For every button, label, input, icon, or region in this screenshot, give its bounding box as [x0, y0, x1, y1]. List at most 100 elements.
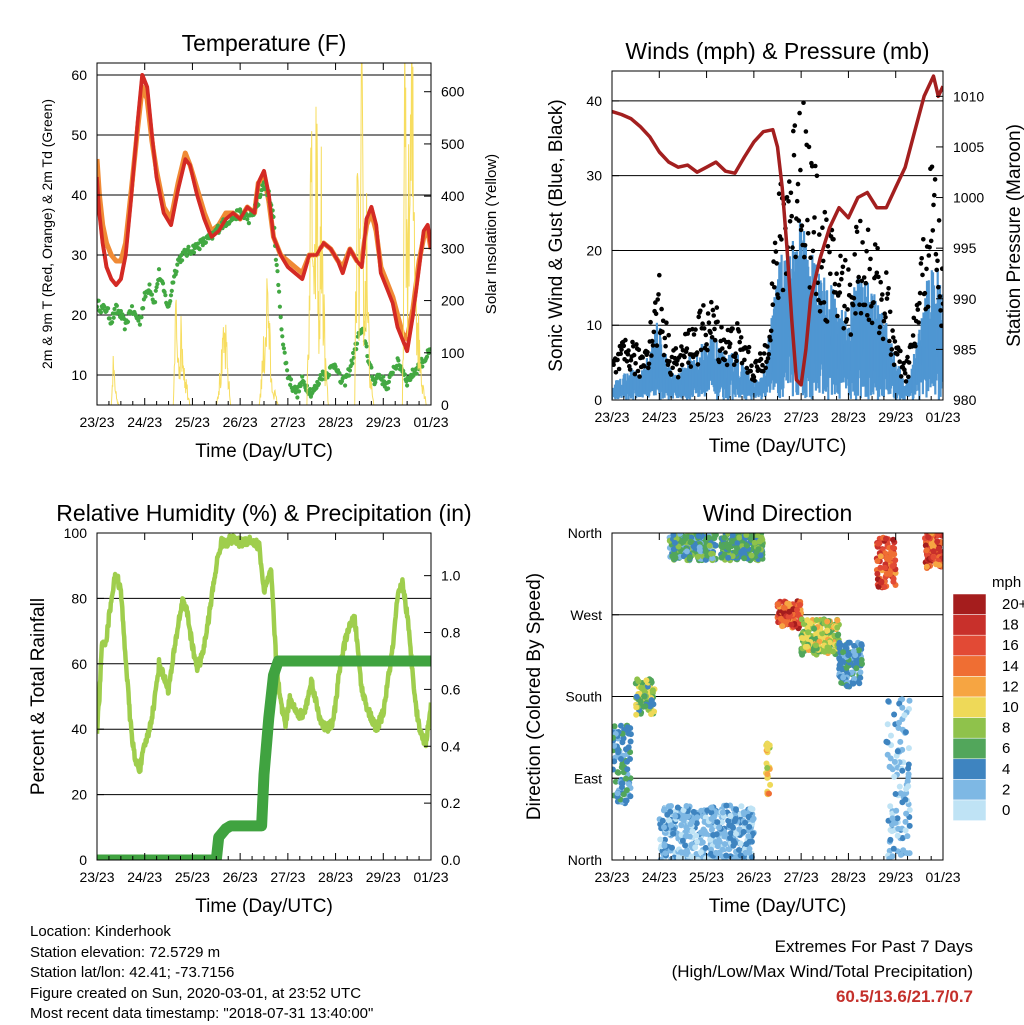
y2-tick-label: 100	[441, 345, 465, 361]
direction-point	[703, 548, 710, 555]
y-tick-label: 30	[586, 168, 602, 184]
y2-tick-label: 1000	[953, 190, 984, 206]
direction-point	[696, 544, 703, 551]
direction-point	[935, 533, 942, 537]
direction-point	[708, 804, 715, 811]
gust-point	[701, 326, 707, 331]
direction-point	[904, 833, 911, 840]
direction-point	[695, 533, 702, 539]
direction-point	[884, 555, 891, 562]
direction-point	[788, 621, 795, 628]
gust-point	[844, 317, 850, 322]
direction-point	[708, 550, 715, 557]
gust-point	[934, 267, 939, 273]
y-tick-label: 20	[586, 242, 602, 258]
gust-point	[817, 309, 823, 314]
direction-point	[764, 771, 771, 778]
y2-tick-label: 1005	[953, 139, 984, 155]
direction-point	[612, 723, 618, 730]
gust-point	[831, 237, 836, 242]
direction-point	[806, 620, 813, 627]
direction-point	[892, 791, 899, 797]
x-tick-label: 26/23	[223, 869, 258, 885]
direction-point	[713, 831, 720, 838]
y2-tick-label: 0.8	[441, 625, 461, 641]
direction-point	[840, 674, 847, 681]
direction-point	[845, 652, 852, 659]
point-dewpoint	[275, 269, 280, 274]
gust-point	[916, 320, 921, 325]
direction-point	[834, 624, 841, 631]
direction-point	[890, 578, 897, 585]
gust-point	[664, 320, 669, 326]
gust-point	[851, 295, 857, 301]
gust-point	[884, 270, 889, 275]
x-tick-label: 28/23	[831, 869, 866, 885]
point-dewpoint	[405, 383, 410, 388]
direction-point	[688, 853, 695, 860]
gust-point	[709, 299, 714, 305]
direction-point	[906, 822, 913, 829]
gust-point	[621, 343, 627, 349]
gust-point	[635, 368, 641, 374]
direction-point	[723, 802, 730, 809]
gust-point	[821, 300, 827, 305]
x-axis-label: Time (Day/UTC)	[709, 436, 847, 457]
gust-point	[633, 361, 638, 366]
direction-point	[749, 806, 756, 813]
gust-point	[798, 227, 804, 233]
gust-point	[858, 310, 864, 316]
gust-point	[668, 372, 674, 377]
direction-point	[896, 783, 903, 790]
direction-point	[875, 540, 882, 547]
direction-point	[742, 819, 749, 826]
colorbar-title: mph	[992, 574, 1021, 591]
gust-point	[824, 319, 830, 324]
y2-axis-label: Solar Insolation (Yellow)	[483, 154, 500, 314]
series-total-rainfall	[97, 655, 431, 860]
direction-point	[648, 697, 655, 704]
gust-point	[903, 379, 909, 384]
direction-point	[934, 538, 941, 545]
y2-tick-label: 0	[441, 397, 449, 413]
gust-point	[866, 317, 872, 323]
direction-point	[906, 697, 913, 704]
gust-point	[936, 284, 941, 290]
colorbar-swatch	[952, 676, 987, 698]
gust-point	[814, 173, 820, 179]
x-tick-label: 24/23	[642, 409, 677, 425]
direction-point	[614, 769, 621, 776]
direction-point	[891, 758, 898, 765]
direction-point	[906, 807, 913, 813]
direction-point	[635, 678, 642, 685]
direction-point	[736, 847, 742, 853]
gust-point	[688, 364, 694, 369]
direction-point	[670, 533, 677, 538]
point-dewpoint	[168, 299, 173, 304]
gust-point	[693, 327, 698, 332]
x-tick-label: 29/23	[366, 869, 401, 885]
gust-point	[820, 225, 825, 230]
direction-point	[838, 679, 845, 686]
direction-point	[842, 642, 849, 649]
direction-point	[718, 819, 725, 826]
gust-point	[881, 318, 887, 324]
colorbar-label: 12	[1002, 678, 1019, 695]
gust-point	[929, 164, 935, 170]
direction-point	[677, 533, 684, 537]
gust-point	[742, 357, 747, 363]
direction-point	[618, 722, 624, 729]
direction-point	[714, 843, 721, 850]
gust-point	[810, 248, 816, 254]
direction-point	[899, 835, 906, 841]
gust-point	[746, 344, 752, 350]
point-dewpoint	[97, 298, 101, 303]
direction-point	[643, 677, 650, 684]
direction-point	[623, 787, 630, 794]
gust-point	[811, 230, 817, 235]
direction-point	[612, 734, 616, 741]
y2-tick-label: 0.4	[441, 738, 461, 754]
direction-point	[786, 608, 793, 615]
point-dewpoint	[139, 315, 144, 320]
gust-point	[905, 354, 910, 360]
